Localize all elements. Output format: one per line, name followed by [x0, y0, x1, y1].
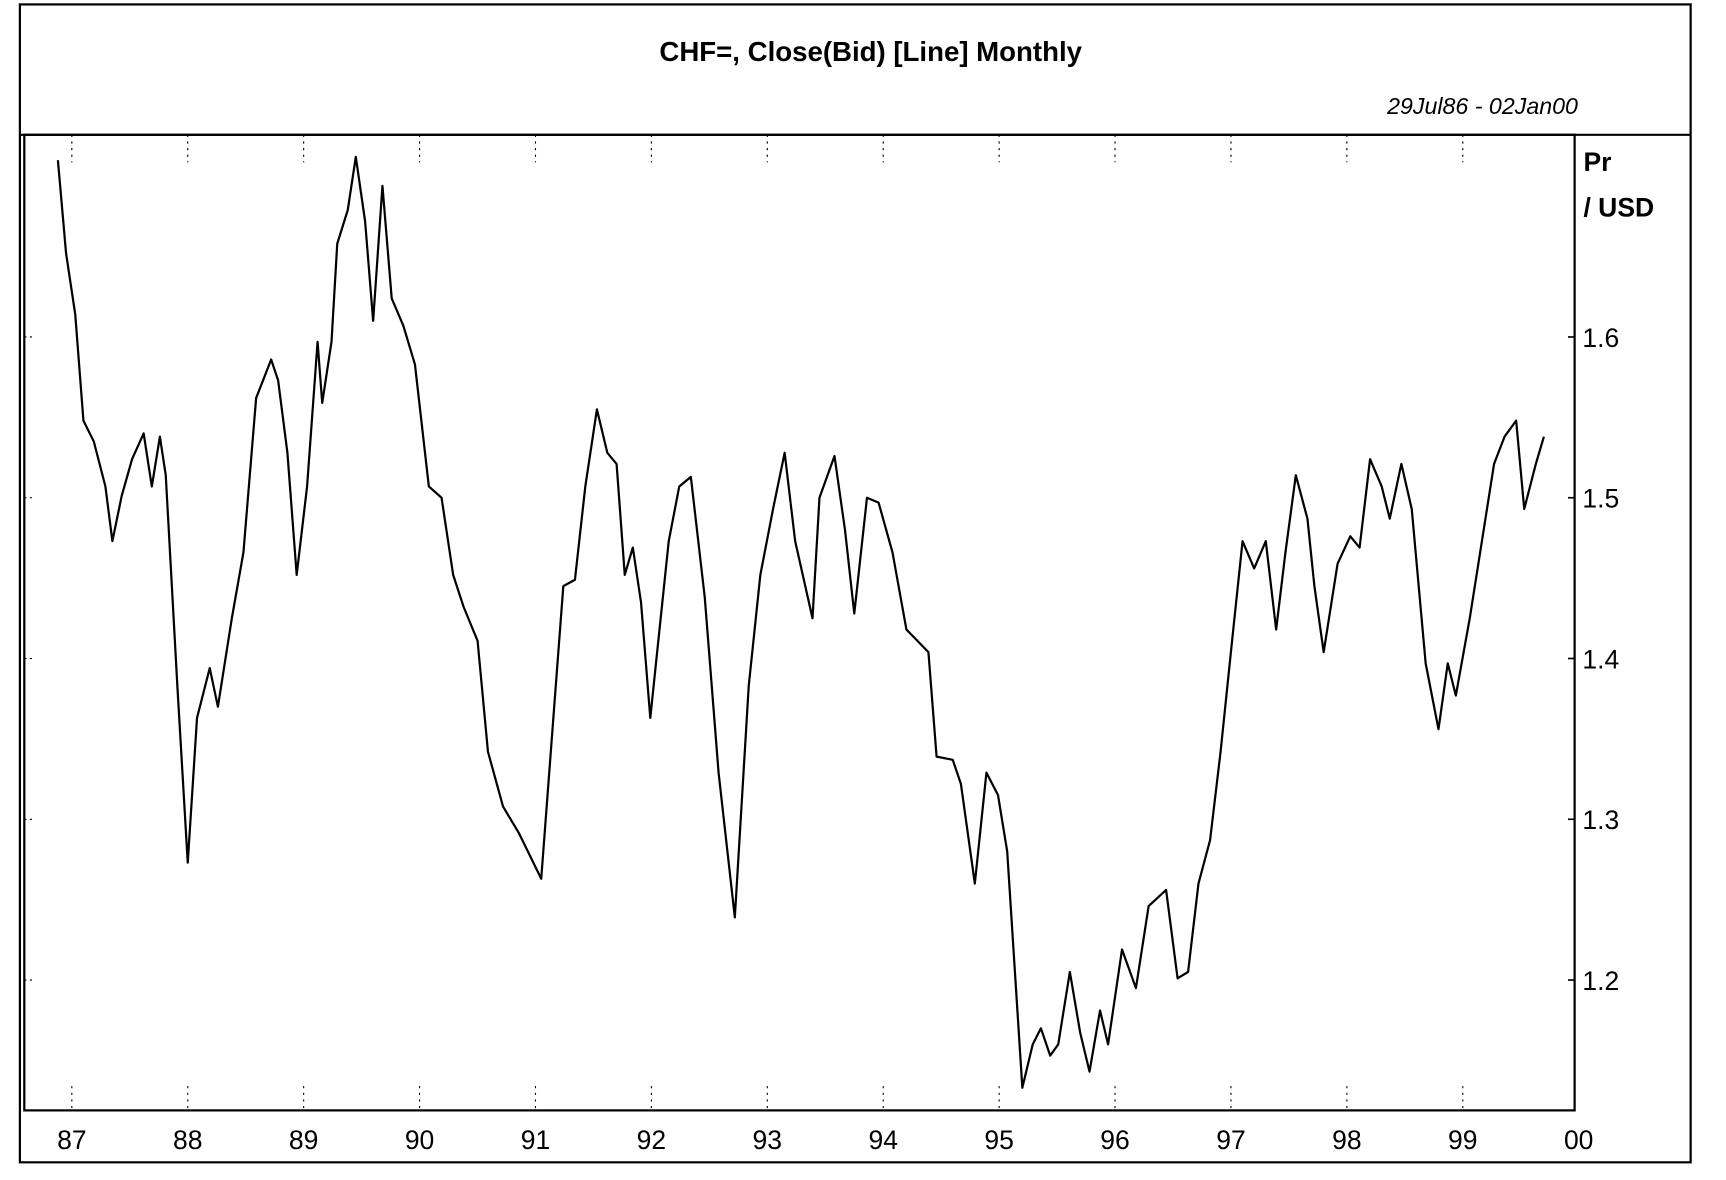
- x-tick-label: 00: [1564, 1125, 1593, 1155]
- plot-area: [23, 133, 1576, 1112]
- y-tick-label: 1.4: [1582, 644, 1619, 674]
- x-tick-label: 88: [173, 1125, 202, 1155]
- price-line: [56, 155, 1545, 1089]
- y-tick-label: 1.6: [1582, 323, 1619, 353]
- x-tick-label: 99: [1448, 1125, 1477, 1155]
- x-tick-label: 97: [1216, 1125, 1245, 1155]
- y-tick-label: 1.2: [1582, 966, 1619, 996]
- gridlines: [71, 134, 1464, 1111]
- y-axis-unit-line1: Pr: [1583, 147, 1611, 177]
- x-tick-label: 90: [405, 1125, 434, 1155]
- x-tick-label: 95: [984, 1125, 1013, 1155]
- y-tick-label: 1.3: [1582, 805, 1619, 835]
- y-axis-unit-line2: / USD: [1583, 193, 1654, 223]
- chart-title: CHF=, Close(Bid) [Line] Monthly: [659, 36, 1082, 67]
- x-tick-label: 93: [753, 1125, 782, 1155]
- x-tick-label: 94: [868, 1125, 897, 1155]
- outer-frame: [18, 3, 1692, 1164]
- x-tick-label: 96: [1100, 1125, 1129, 1155]
- y-axis-ticks: 1.6 1.5 1.4 1.3 1.2: [24, 323, 1619, 996]
- x-tick-label: 98: [1332, 1125, 1361, 1155]
- x-tick-label: 92: [637, 1125, 666, 1155]
- x-tick-label: 91: [521, 1125, 550, 1155]
- y-tick-label: 1.5: [1582, 484, 1619, 514]
- x-axis-ticks: 87 88 89 90 91 92 93 94 95 96 97 98 99 00: [57, 1125, 1593, 1155]
- date-range: 29Jul86 - 02Jan00: [1386, 93, 1578, 119]
- x-tick-label: 89: [289, 1125, 318, 1155]
- x-tick-label: 87: [57, 1125, 86, 1155]
